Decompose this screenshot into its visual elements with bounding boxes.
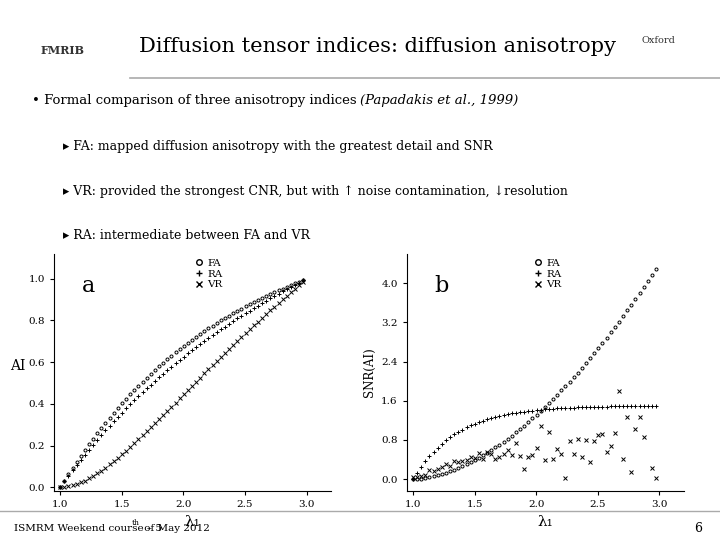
Text: ▸ FA: mapped diffusion anisotropy with the greatest detail and SNR: ▸ FA: mapped diffusion anisotropy with t… <box>63 140 492 153</box>
Text: (Papadakis et al., 1999): (Papadakis et al., 1999) <box>360 94 518 107</box>
Text: • Formal comparison of three anisotropy indices: • Formal comparison of three anisotropy … <box>32 94 361 107</box>
Legend: FA, RA, VR: FA, RA, VR <box>528 254 565 294</box>
Y-axis label: SNR(AI): SNR(AI) <box>363 348 376 397</box>
X-axis label: λ₁: λ₁ <box>538 515 553 529</box>
Text: of May 2012: of May 2012 <box>141 524 210 533</box>
Text: ISMRM Weekend course – 5: ISMRM Weekend course – 5 <box>14 524 163 533</box>
Legend: FA, RA, VR: FA, RA, VR <box>189 254 227 294</box>
Text: Diffusion tensor indices: diffusion anisotropy: Diffusion tensor indices: diffusion anis… <box>139 37 616 56</box>
Text: 6: 6 <box>694 522 702 535</box>
Text: FMRIB: FMRIB <box>41 45 85 56</box>
Text: ▸ VR: provided the strongest CNR, but with ↑ noise contamination, ↓resolution: ▸ VR: provided the strongest CNR, but wi… <box>63 185 567 198</box>
X-axis label: λ₁: λ₁ <box>185 515 200 529</box>
Text: b: b <box>435 275 449 297</box>
Y-axis label: AI: AI <box>9 359 25 373</box>
Text: Oxford: Oxford <box>642 36 676 45</box>
Text: a: a <box>82 275 95 297</box>
Text: th: th <box>132 519 140 528</box>
Text: ▸ RA: intermediate between FA and VR: ▸ RA: intermediate between FA and VR <box>63 229 310 242</box>
